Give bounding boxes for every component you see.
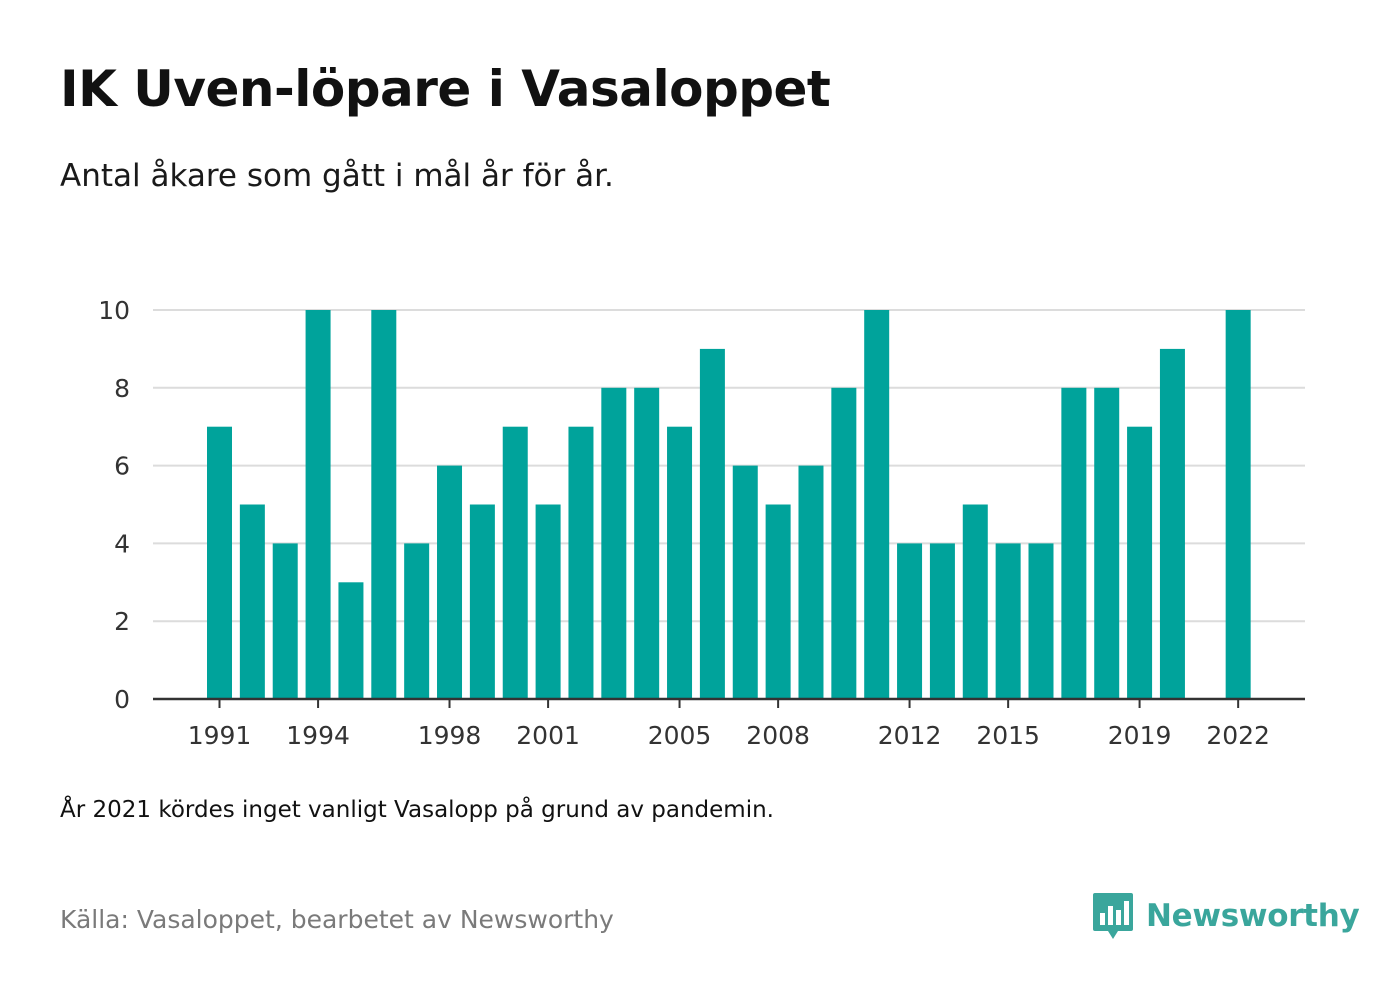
bar-2020 xyxy=(1159,348,1185,699)
bar-2016 xyxy=(1028,543,1054,699)
chart-subtitle: Antal åkare som gått i mål år för år. xyxy=(60,158,614,194)
bar-2019 xyxy=(1127,426,1153,699)
bar-1999 xyxy=(469,504,495,699)
chart-note: År 2021 kördes inget vanligt Vasalopp på… xyxy=(60,797,774,823)
chart-title: IK Uven-löpare i Vasaloppet xyxy=(60,60,831,118)
bar-2011 xyxy=(864,310,890,699)
bar-2000 xyxy=(502,426,528,699)
x-tick-label: 2008 xyxy=(746,721,810,750)
bar-1992 xyxy=(239,504,265,699)
x-tick-label: 2005 xyxy=(648,721,712,750)
y-tick-label: 2 xyxy=(114,607,130,636)
x-tick-label: 2015 xyxy=(976,721,1040,750)
x-tick-label: 1998 xyxy=(418,721,482,750)
bar-2008 xyxy=(765,504,791,699)
bar-2017 xyxy=(1061,387,1087,699)
axes: 0 2 4 6 8 10 1991 1994 1998 2001 2005 2008 2012 2015 2… xyxy=(98,296,1305,750)
brand-name: Newsworthy xyxy=(1146,898,1360,934)
bar-1995 xyxy=(338,582,364,699)
bar-2002 xyxy=(568,426,594,699)
bars xyxy=(207,310,1251,699)
bar-2006 xyxy=(699,348,725,699)
bar-1993 xyxy=(272,543,298,699)
bar-1997 xyxy=(404,543,430,699)
bar-2018 xyxy=(1094,387,1120,699)
y-tick-label: 4 xyxy=(114,529,130,558)
bar-2001 xyxy=(535,504,561,699)
bar-1998 xyxy=(437,465,463,699)
brand-logo[interactable]: Newsworthy xyxy=(1092,890,1360,942)
bar-2010 xyxy=(831,387,857,699)
bar-2022 xyxy=(1225,310,1251,699)
bar-2015 xyxy=(995,543,1021,699)
y-tick-label: 10 xyxy=(98,296,130,325)
bar-1991 xyxy=(207,426,232,699)
bar-2009 xyxy=(798,465,824,699)
bar-1994 xyxy=(305,310,331,699)
newsworthy-logo-icon xyxy=(1093,893,1133,939)
x-tick-label: 1994 xyxy=(286,721,350,750)
bar-2013 xyxy=(929,543,955,699)
x-tick-label: 2019 xyxy=(1108,721,1172,750)
bar-2007 xyxy=(732,465,758,699)
source-credit: Källa: Vasaloppet, bearbetet av Newswort… xyxy=(60,905,614,934)
bar-chart: 0 2 4 6 8 10 1991 1994 1998 2001 2005 2008 2012 2015 2… xyxy=(98,296,1305,750)
y-tick-label: 0 xyxy=(114,685,130,714)
bar-1996 xyxy=(371,310,397,699)
bar-2003 xyxy=(601,387,627,699)
y-tick-label: 6 xyxy=(114,452,130,481)
x-tick-label: 2012 xyxy=(878,721,942,750)
bar-2014 xyxy=(962,504,988,699)
x-tick-label: 1991 xyxy=(188,721,252,750)
bar-2005 xyxy=(667,426,693,699)
x-tick-label: 2022 xyxy=(1206,721,1270,750)
y-tick-label: 8 xyxy=(114,374,130,403)
bar-2012 xyxy=(897,543,923,699)
bar-2004 xyxy=(634,387,660,699)
x-tick-label: 2001 xyxy=(516,721,580,750)
